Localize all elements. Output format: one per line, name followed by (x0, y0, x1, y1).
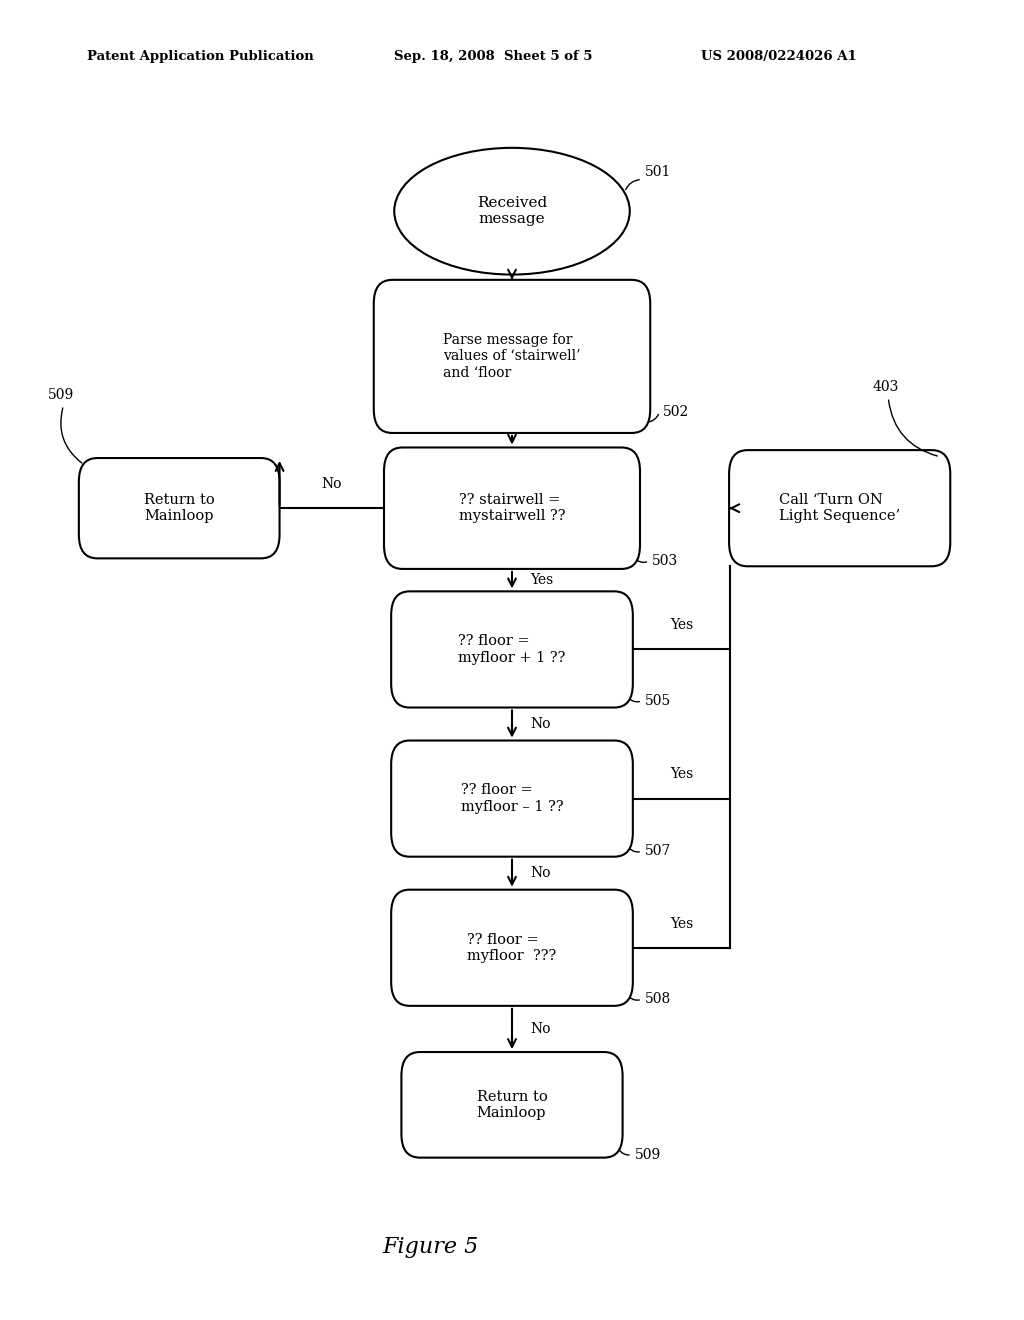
Text: 505: 505 (645, 694, 672, 708)
Text: No: No (530, 1022, 551, 1036)
Text: No: No (530, 866, 551, 880)
Text: No: No (322, 477, 342, 491)
Text: Figure 5: Figure 5 (382, 1237, 478, 1258)
Text: 507: 507 (645, 845, 672, 858)
Text: Patent Application Publication: Patent Application Publication (87, 50, 313, 63)
Text: Received
message: Received message (477, 197, 547, 226)
Text: Yes: Yes (670, 767, 693, 781)
Text: 509: 509 (48, 388, 75, 401)
Text: ?? floor =
myfloor  ???: ?? floor = myfloor ??? (467, 933, 557, 962)
Text: ?? floor =
myfloor + 1 ??: ?? floor = myfloor + 1 ?? (459, 635, 565, 664)
Text: No: No (530, 717, 551, 731)
Text: Yes: Yes (670, 618, 693, 632)
Text: Return to
Mainloop: Return to Mainloop (476, 1090, 548, 1119)
Text: 502: 502 (663, 405, 689, 418)
Text: Parse message for
values of ‘stairwell’
and ‘floor: Parse message for values of ‘stairwell’ … (443, 333, 581, 380)
Text: ?? stairwell =
mystairwell ??: ?? stairwell = mystairwell ?? (459, 494, 565, 523)
Text: 509: 509 (635, 1148, 662, 1162)
Text: Sep. 18, 2008  Sheet 5 of 5: Sep. 18, 2008 Sheet 5 of 5 (394, 50, 593, 63)
Text: US 2008/0224026 A1: US 2008/0224026 A1 (701, 50, 857, 63)
Text: ?? floor =
myfloor – 1 ??: ?? floor = myfloor – 1 ?? (461, 784, 563, 813)
Text: Yes: Yes (670, 916, 693, 931)
Text: 501: 501 (645, 165, 672, 178)
Text: Return to
Mainloop: Return to Mainloop (143, 494, 215, 523)
Text: 503: 503 (652, 554, 679, 568)
Text: Yes: Yes (530, 573, 554, 587)
Text: 508: 508 (645, 993, 672, 1006)
Text: 403: 403 (872, 380, 899, 393)
Text: Call ‘Turn ON
Light Sequence’: Call ‘Turn ON Light Sequence’ (779, 494, 900, 523)
